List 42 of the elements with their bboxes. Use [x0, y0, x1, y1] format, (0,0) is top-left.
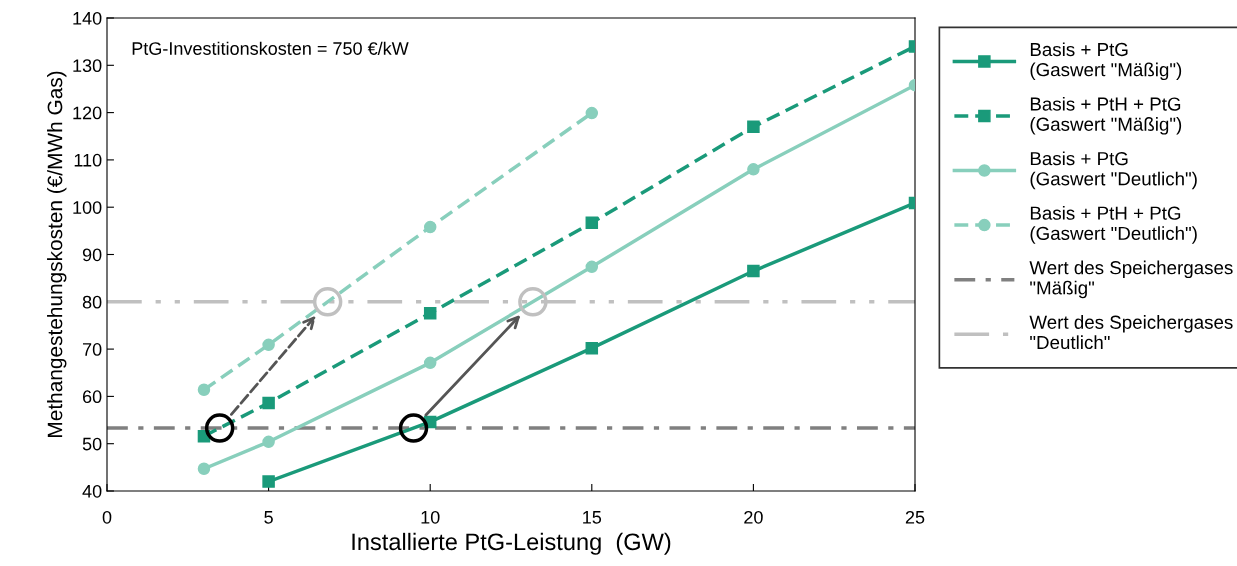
- point: [747, 120, 760, 134]
- y-tick-label: 120: [73, 106, 102, 120]
- x-axis-title: Installierte PtG-Leistung (GW): [352, 532, 671, 555]
- y-tick-label: 140: [73, 11, 102, 25]
- y-tick-label: 70: [82, 343, 102, 356]
- legend-label: Basis + PtG (Gaswert "Mäßig"): [1030, 42, 1182, 81]
- point: [262, 435, 275, 449]
- legend-label: Wert des Speichergases "Deutlich": [1029, 315, 1233, 350]
- y-tick-label: 110: [74, 153, 102, 167]
- point: [747, 163, 760, 176]
- x-tick-label: 20: [744, 510, 763, 524]
- point: [585, 260, 599, 274]
- point: [262, 396, 275, 410]
- point: [585, 341, 599, 355]
- point: [197, 383, 211, 397]
- annotation: PtG-Investitionskosten = 750 €/kW: [132, 41, 409, 55]
- legend-label: Basis + PtG (Gaswert "Deutlich"): [1030, 151, 1197, 190]
- point: [585, 216, 599, 230]
- y-axis-title: Methangestehungskosten (€/MWh Gas): [47, 71, 67, 437]
- point: [423, 306, 437, 320]
- y-tick-label: 90: [82, 248, 102, 262]
- point: [262, 475, 275, 488]
- point: [423, 220, 437, 234]
- legend-label: Wert des Speichergases "Mäßig": [1029, 260, 1233, 299]
- x-tick-label: 15: [583, 511, 602, 524]
- y-tick-label: 100: [73, 201, 102, 214]
- legend-label: Basis + PtH + PtG (Gaswert "Mäßig"): [1030, 96, 1182, 135]
- point: [585, 106, 599, 120]
- y-tick-label: 60: [82, 390, 102, 404]
- legend-label: Basis + PtH + PtG (Gaswert "Deutlich"): [1030, 206, 1197, 244]
- y-tick-label: 130: [73, 59, 102, 73]
- point: [423, 356, 437, 370]
- x-tick-label: 25: [905, 510, 925, 524]
- point: [197, 462, 211, 476]
- x-tick-label: 5: [264, 511, 273, 524]
- point: [747, 264, 760, 278]
- y-tick-label: 50: [82, 437, 102, 451]
- point: [262, 338, 275, 352]
- x-tick-label: 0: [102, 510, 112, 524]
- y-tick-label: 80: [82, 295, 102, 309]
- x-tick-label: 10: [421, 510, 440, 524]
- y-tick-label: 40: [82, 484, 102, 498]
